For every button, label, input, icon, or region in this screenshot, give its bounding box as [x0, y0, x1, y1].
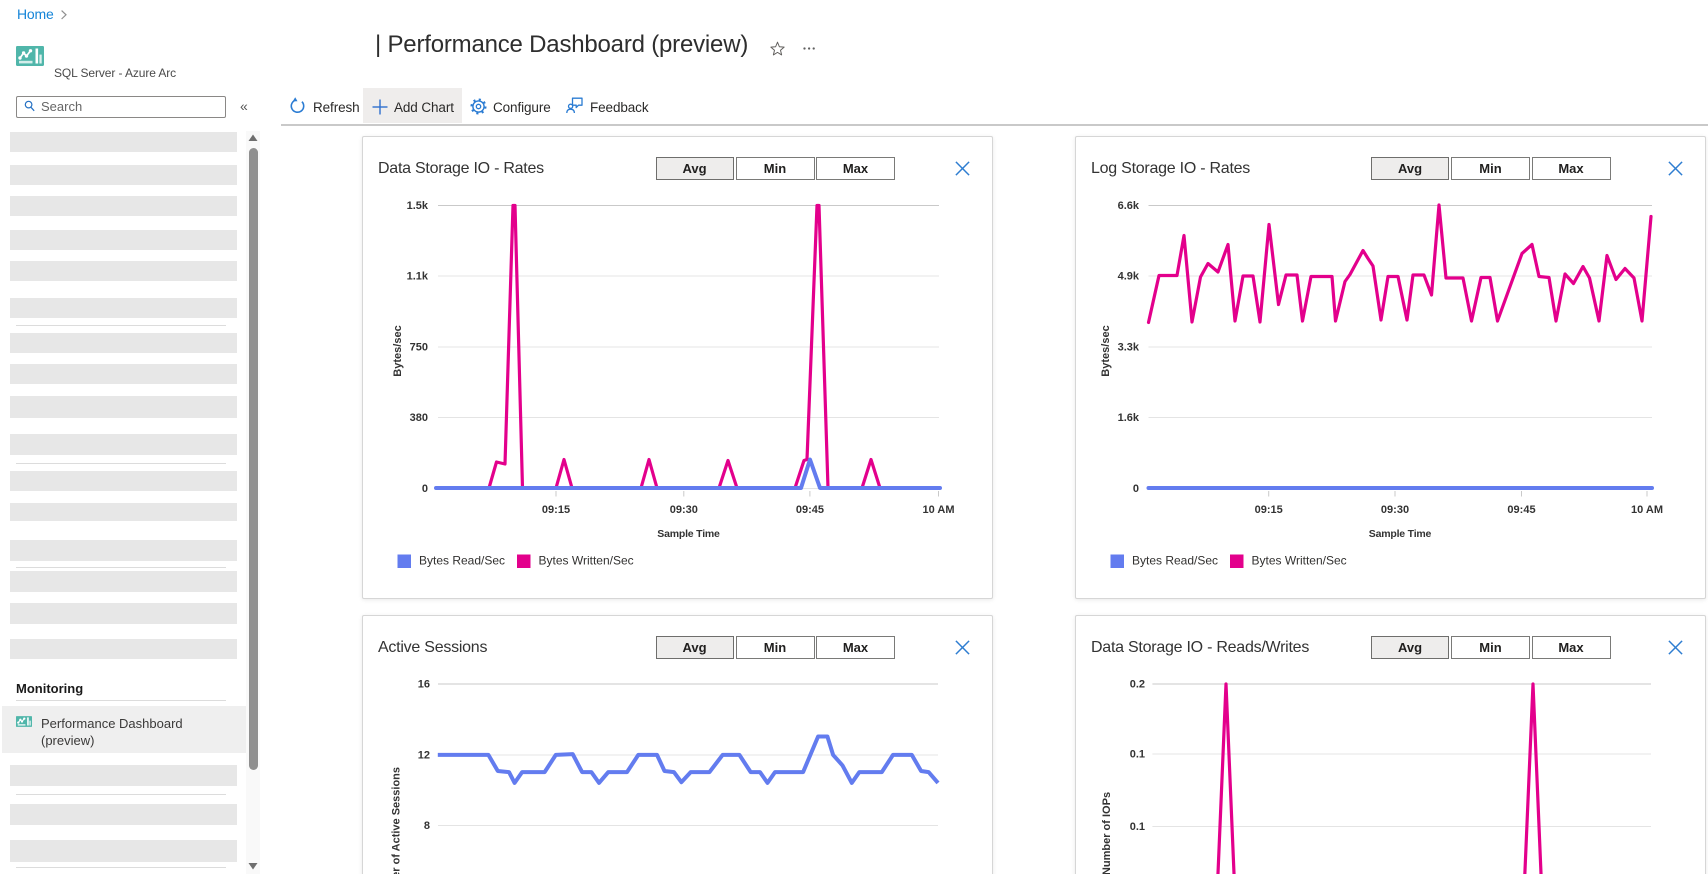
svg-text:Sample Time: Sample Time: [657, 528, 720, 540]
svg-text:1.5k: 1.5k: [407, 200, 429, 212]
svg-text:6.6k: 6.6k: [1118, 200, 1140, 212]
svg-text:Bytes/sec: Bytes/sec: [392, 325, 404, 376]
svg-text:4.9k: 4.9k: [1118, 271, 1140, 283]
svg-text:Bytes Written/Sec: Bytes Written/Sec: [1252, 554, 1347, 568]
svg-text:Bytes Written/Sec: Bytes Written/Sec: [539, 554, 634, 568]
svg-text:1.6k: 1.6k: [1118, 412, 1140, 424]
svg-text:750: 750: [410, 342, 428, 354]
svg-text:Number of IOPs: Number of IOPs: [1101, 792, 1113, 874]
svg-text:380: 380: [410, 412, 428, 424]
svg-text:0.1: 0.1: [1130, 749, 1145, 761]
svg-text:10 AM: 10 AM: [1631, 504, 1663, 516]
svg-text:0: 0: [422, 483, 428, 495]
svg-text:1.1k: 1.1k: [407, 271, 429, 283]
svg-text:Number of Active Sessions: Number of Active Sessions: [391, 767, 403, 874]
svg-text:09:45: 09:45: [1507, 504, 1535, 516]
svg-text:09:15: 09:15: [1255, 504, 1283, 516]
svg-text:0.2: 0.2: [1130, 679, 1145, 691]
svg-text:0: 0: [1133, 483, 1139, 495]
svg-text:12: 12: [418, 750, 430, 762]
svg-text:Bytes/sec: Bytes/sec: [1100, 325, 1112, 376]
svg-text:09:45: 09:45: [796, 504, 824, 516]
svg-text:09:30: 09:30: [670, 504, 698, 516]
svg-text:Sample Time: Sample Time: [1369, 528, 1432, 540]
svg-text:Bytes Read/Sec: Bytes Read/Sec: [419, 554, 505, 568]
svg-text:09:15: 09:15: [542, 504, 570, 516]
svg-text:16: 16: [418, 679, 430, 691]
svg-text:3.3k: 3.3k: [1118, 342, 1140, 354]
svg-text:8: 8: [424, 820, 430, 832]
svg-text:10 AM: 10 AM: [923, 504, 955, 516]
svg-text:0.1: 0.1: [1130, 821, 1145, 833]
svg-text:Bytes Read/Sec: Bytes Read/Sec: [1132, 554, 1218, 568]
svg-text:09:30: 09:30: [1381, 504, 1409, 516]
